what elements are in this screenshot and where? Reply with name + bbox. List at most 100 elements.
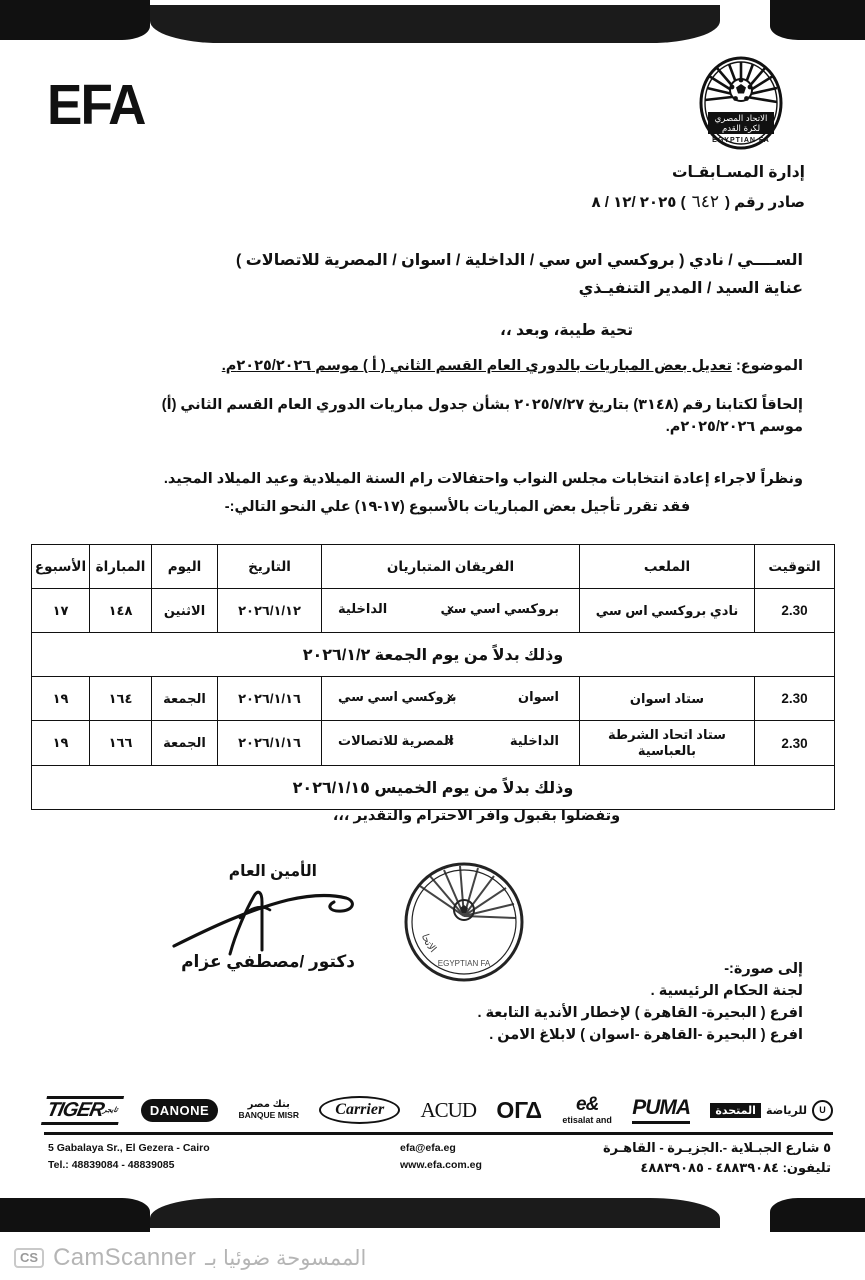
table-row: 2.30 ستاد اسوان اسوان × بروكسي اسي سي ٢٠… (31, 676, 835, 721)
camscanner-badge-icon: CS (14, 1247, 45, 1269)
issue-reference: صادر رقم (٦٤٢) ٢٠٢٥ /١٢ / ٨ (591, 192, 805, 212)
cell-day: الاثنين (151, 588, 218, 633)
department-title: إدارة المسـابقـات (671, 164, 805, 181)
scan-edge-bottom-center (150, 1198, 720, 1228)
cell-date: ٢٠٢٦/١/١٦ (217, 676, 322, 721)
cell-team-away: المصرية للاتصالات (338, 733, 454, 748)
cc-distribution-list: إلى صورة:- لجنة الحكام الرئيسية . افرع (… (477, 958, 803, 1046)
banque-misr-logo-icon: بنك مصر BANQUE MISR (239, 1099, 299, 1120)
camscanner-brand: CamScanner (53, 1244, 197, 1271)
handwritten-signature (172, 890, 354, 956)
column-header-match: المباراة (89, 544, 152, 589)
footer-divider (44, 1132, 833, 1135)
cc-header: إلى صورة:- (724, 961, 803, 977)
cell-team-home: بروكسي اسي سي (440, 600, 559, 616)
banque-misr-logo-text-en: BANQUE MISR (238, 1109, 299, 1120)
cc-item-1: لجنة الحكام الرئيسية . (650, 983, 803, 1000)
cell-time: 2.30 (754, 676, 835, 721)
tiger-logo-subtext: تايجر (102, 1106, 119, 1114)
footer-email[interactable]: efa@efa.eg (400, 1142, 456, 1154)
table-row: 2.30 نادي بروكسي اس سي بروكسي اسي سي × ا… (31, 588, 835, 633)
signature-title: الأمين العام (228, 863, 317, 880)
column-header-teams: الفريقان المتباريان (321, 544, 580, 589)
scan-edge-bottom-right (770, 1198, 865, 1232)
closing-line: وتفضلوا بقبول وافر الاحترام والتقدير ،،، (332, 808, 621, 824)
body-paragraph-3: فقد تقرر تأجيل بعض المباريات بالأسبوع (١… (224, 499, 691, 515)
cell-match-number: ١٤٨ (89, 588, 152, 633)
greeting-line: تحية طيبة، وبعد ،، (499, 322, 634, 339)
footer-address-line-ar: ٥ شارع الجبـلاية -.الجزيـرة - القاهـرة (602, 1140, 831, 1155)
cell-team-home: اسوان (518, 688, 559, 704)
body-paragraph-2: ونظراً لاجراء إعادة انتخابات مجلس النواب… (163, 471, 803, 487)
svg-text:EGYPTIAN FA: EGYPTIAN FA (712, 137, 770, 144)
footer-address-english: 5 Gabalaya Sr., El Gezera - Cairo Tel.: … (48, 1140, 210, 1174)
cell-team-away: الداخلية (338, 600, 388, 616)
carrier-logo-icon: Carrier (319, 1096, 401, 1124)
footer-address-line: 5 Gabalaya Sr., El Gezera - Cairo (48, 1142, 210, 1154)
cell-teams: الداخلية × المصرية للاتصالات (321, 720, 580, 766)
scan-edge-top-center (150, 5, 720, 43)
versus-symbol: × (446, 601, 455, 616)
united-media-subtext: للرياضة (765, 1104, 807, 1117)
footer-website[interactable]: www.efa.com.eg (400, 1158, 482, 1171)
efa-crest-icon: الاتحاد المصري لكرة القدم EGYPTIAN FA (699, 56, 783, 150)
table-header-row: التوقيت الملعب الفريقان المتباريان التار… (31, 544, 835, 589)
scan-edge-top-right (770, 0, 865, 40)
united-media-text: المتحدة (710, 1102, 761, 1118)
note-text: وذلك بدلاً من يوم الجمعة ٢٠٢٦/١/٢ (31, 632, 835, 677)
body-paragraph-1-line-2: موسم ٢٠٢٥/٢٠٢٦م. (665, 419, 803, 436)
camscanner-arabic-text: الممسوحة ضوئيا بـ (205, 1246, 367, 1270)
column-header-venue: الملعب (579, 544, 755, 589)
etisalat-logo-icon: e& etisalat and (562, 1093, 612, 1126)
body-paragraph-1: إلحاقاً لكتابنا رقم (٣١٤٨) بتاريخ ٢٠٢٥/٧… (112, 394, 803, 439)
sponsor-logo-strip: TIGER تايجر DANONE بنك مصر BANQUE MISR C… (40, 1088, 833, 1132)
column-header-week: الأسبوع (31, 544, 90, 589)
body-paragraph-1-line-1: إلحاقاً لكتابنا رقم (٣١٤٨) بتاريخ ٢٠٢٥/٧… (161, 397, 803, 413)
danone-logo-icon: DANONE (140, 1098, 219, 1122)
cell-team-home: الداخلية (509, 733, 559, 748)
subject-line: الموضوع: تعديل بعض المباريات بالدوري الع… (185, 358, 803, 374)
cell-week: ١٧ (31, 588, 90, 633)
scan-edge-top-left (0, 0, 150, 40)
footer-address-arabic: ٥ شارع الجبـلاية -.الجزيـرة - القاهـرة ت… (603, 1138, 831, 1177)
banque-misr-logo-text-ar: بنك مصر (247, 1099, 290, 1111)
cell-date: ٢٠٢٦/١/١٦ (217, 720, 322, 766)
cell-day: الجمعة (151, 676, 218, 721)
addressee-line-attention: عناية السيد / المدير التنفيـذي (578, 280, 803, 297)
united-media-badge-icon: U (811, 1099, 833, 1121)
cell-teams: اسوان × بروكسي اسي سي (321, 676, 580, 721)
cell-date: ٢٠٢٦/١/١٢ (217, 588, 322, 633)
cell-time: 2.30 (754, 588, 835, 633)
issue-date: ٢٠٢٥ /١٢ / ٨ (591, 194, 677, 211)
table-note-row: وذلك بدلاً من يوم الخميس ٢٠٢٦/١/١٥ (31, 765, 835, 810)
match-schedule-table: التوقيت الملعب الفريقان المتباريان التار… (31, 544, 835, 810)
efa-wordmark: EFA (47, 73, 146, 137)
cell-day: الجمعة (151, 720, 218, 766)
svg-text:EGYPTIAN FA: EGYPTIAN FA (438, 959, 491, 968)
addressee-line-primary: الســــي / نادي ( بروكسي اس سي / الداخلي… (235, 252, 803, 269)
cell-week: ١٩ (31, 720, 90, 766)
issue-number: ٦٤٢ (691, 192, 719, 212)
subject-text: تعديل بعض المباريات بالدوري العام القسم … (221, 358, 732, 374)
cc-item-2: افرع ( البحيرة- القاهرة ) لإخطار الأندية… (477, 1005, 803, 1022)
footer-phone-line-ar: تليفون: ٤٨٨٣٩٠٨٤ - ٤٨٨٣٩٠٨٥ (640, 1159, 831, 1175)
svg-text:لكرة القدم: لكرة القدم (722, 124, 760, 134)
cc-item-3: افرع ( البحيرة -القاهرة -اسوان ) لابلاغ … (489, 1027, 803, 1044)
etisalat-logo-mark: e& (576, 1093, 599, 1115)
puma-logo-icon: PUMA (632, 1096, 691, 1124)
cell-match-number: ١٦٦ (89, 720, 152, 766)
table-note-row: وذلك بدلاً من يوم الجمعة ٢٠٢٦/١/٢ (31, 632, 835, 677)
tiger-logo-text: TIGER (44, 1098, 106, 1121)
column-header-date: التاريخ (217, 544, 322, 589)
cell-time: 2.30 (754, 720, 835, 766)
cell-team-away: بروكسي اسي سي (338, 688, 457, 704)
table-row: 2.30 ستاد اتحاد الشرطة بالعباسية الداخلي… (31, 720, 835, 766)
column-header-time: التوقيت (754, 544, 835, 589)
cell-teams: بروكسي اسي سي × الداخلية (321, 588, 580, 633)
footer-phone-line: Tel.: 48839084 - 48839085 (48, 1158, 175, 1171)
camscanner-watermark: CS CamScanner الممسوحة ضوئيا بـ (14, 1244, 366, 1272)
signature-name: دكتور /مصطفي عزام (181, 952, 355, 971)
cell-venue: ستاد اسوان (579, 676, 755, 721)
footer-web-contact: efa@efa.eg www.efa.com.eg (400, 1140, 482, 1174)
official-stamp-icon: الاتحاد المصري لكرة القدم EGYPTIAN FA (400, 858, 524, 982)
